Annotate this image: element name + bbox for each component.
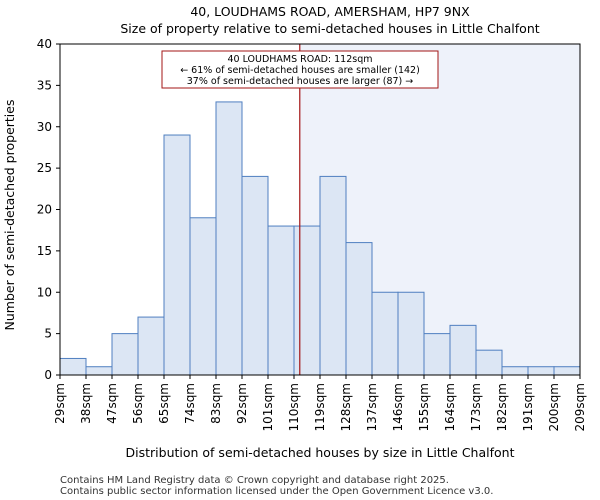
bar-173sqm bbox=[475, 349, 503, 376]
bar-92sqm bbox=[241, 175, 269, 376]
y-axis-label: Number of semi-detached properties bbox=[2, 100, 17, 331]
x-tick-label-191sqm: 191sqm bbox=[521, 383, 535, 431]
bar-47sqm bbox=[111, 333, 139, 376]
bar-110sqm bbox=[293, 225, 321, 376]
bar-137sqm bbox=[371, 291, 399, 376]
chart-subtitle: Size of property relative to semi-detach… bbox=[120, 21, 539, 36]
x-tick-label-137sqm: 137sqm bbox=[365, 383, 379, 431]
x-tick-label-164sqm: 164sqm bbox=[443, 383, 457, 431]
bar-119sqm bbox=[319, 175, 347, 376]
footer-line-1: Contains HM Land Registry data © Crown c… bbox=[60, 475, 449, 486]
y-tick-label-15: 15 bbox=[37, 244, 52, 258]
x-tick-label-47sqm: 47sqm bbox=[105, 383, 119, 424]
bar-83sqm bbox=[215, 101, 243, 376]
bar-200sqm bbox=[553, 366, 581, 376]
x-tick-label-56sqm: 56sqm bbox=[131, 383, 145, 424]
x-tick-label-38sqm: 38sqm bbox=[79, 383, 93, 424]
y-tick-label-20: 20 bbox=[37, 203, 52, 217]
annotation-box: 40 LOUDHAMS ROAD: 112sqm ← 61% of semi-d… bbox=[161, 50, 439, 89]
annotation-border bbox=[161, 50, 439, 89]
annotation-line-3: 37% of semi-detached houses are larger (… bbox=[187, 76, 414, 87]
bar-56sqm bbox=[137, 316, 165, 376]
x-axis-ticks: 29sqm 38sqm 47sqm 56sqm 65sqm 74sqm 83sqm 92sqm… bbox=[53, 375, 587, 431]
bar-65sqm bbox=[163, 134, 191, 376]
x-tick-label-182sqm: 182sqm bbox=[495, 383, 509, 431]
bars-group bbox=[59, 101, 581, 376]
x-tick-label-209sqm: 209sqm bbox=[573, 383, 587, 431]
x-tick-label-155sqm: 155sqm bbox=[417, 383, 431, 431]
bar-164sqm bbox=[449, 324, 477, 376]
x-tick-label-92sqm: 92sqm bbox=[235, 383, 249, 424]
x-tick-label-119sqm: 119sqm bbox=[313, 383, 327, 431]
x-tick-label-29sqm: 29sqm bbox=[53, 383, 67, 424]
x-tick-label-83sqm: 83sqm bbox=[209, 383, 223, 424]
y-tick-label-5: 5 bbox=[44, 327, 52, 341]
bar-128sqm bbox=[345, 242, 373, 376]
x-axis-label: Distribution of semi-detached houses by … bbox=[126, 445, 515, 460]
footer-line-2: Contains public sector information licen… bbox=[60, 486, 493, 497]
bar-191sqm bbox=[527, 366, 555, 376]
bar-74sqm bbox=[189, 217, 217, 376]
bar-155sqm bbox=[423, 333, 451, 376]
annotation-line-1: 40 LOUDHAMS ROAD: 112sqm bbox=[227, 54, 372, 65]
x-tick-label-128sqm: 128sqm bbox=[339, 383, 353, 431]
x-tick-label-173sqm: 173sqm bbox=[469, 383, 483, 431]
x-tick-label-74sqm: 74sqm bbox=[183, 383, 197, 424]
chart-title: 40, LOUDHAMS ROAD, AMERSHAM, HP7 9NX bbox=[190, 4, 470, 19]
bar-182sqm bbox=[501, 366, 529, 376]
y-tick-label-25: 25 bbox=[37, 161, 52, 175]
x-tick-label-110sqm: 110sqm bbox=[287, 383, 301, 431]
bar-146sqm bbox=[397, 291, 425, 376]
bar-29sqm bbox=[59, 357, 87, 376]
x-tick-label-101sqm: 101sqm bbox=[261, 383, 275, 431]
y-tick-label-10: 10 bbox=[37, 285, 52, 299]
bar-38sqm bbox=[85, 366, 113, 376]
x-tick-label-65sqm: 65sqm bbox=[157, 383, 171, 424]
bar-101sqm bbox=[267, 225, 295, 376]
annotation-line-2: ← 61% of semi-detached houses are smalle… bbox=[180, 65, 420, 76]
x-tick-label-200sqm: 200sqm bbox=[547, 383, 561, 431]
y-tick-label-0: 0 bbox=[44, 368, 52, 382]
y-tick-label-40: 40 bbox=[37, 37, 52, 51]
y-tick-label-35: 35 bbox=[37, 78, 52, 92]
x-tick-label-146sqm: 146sqm bbox=[391, 383, 405, 431]
y-tick-label-30: 30 bbox=[37, 120, 52, 134]
y-axis-ticks: 0 5 10 15 20 25 30 35 40 bbox=[37, 37, 60, 382]
